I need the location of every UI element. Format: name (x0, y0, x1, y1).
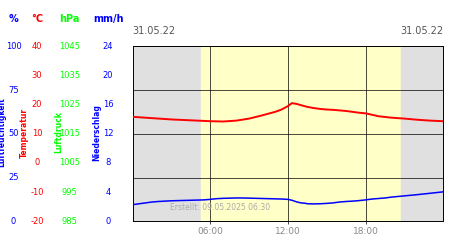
Text: 10: 10 (32, 129, 42, 138)
Text: Niederschlag: Niederschlag (92, 104, 101, 161)
Text: 20: 20 (32, 100, 42, 109)
Text: 0: 0 (34, 158, 40, 168)
Text: 985: 985 (62, 217, 78, 226)
Text: 16: 16 (103, 100, 113, 109)
Text: -20: -20 (30, 217, 44, 226)
Text: 50: 50 (8, 129, 19, 138)
Text: 30: 30 (32, 71, 42, 80)
Text: 0: 0 (105, 217, 111, 226)
Text: 31.05.22: 31.05.22 (133, 26, 176, 36)
Text: °C: °C (31, 14, 43, 24)
Text: 75: 75 (8, 86, 19, 94)
Text: 1005: 1005 (59, 158, 80, 168)
Text: 40: 40 (32, 42, 42, 51)
Text: 100: 100 (5, 42, 22, 51)
Text: Luftdruck: Luftdruck (54, 112, 63, 154)
Text: 25: 25 (8, 173, 19, 182)
Text: hPa: hPa (59, 14, 80, 24)
Text: 12: 12 (103, 129, 113, 138)
Bar (133, 46, 201, 221)
Text: %: % (9, 14, 18, 24)
Text: 1025: 1025 (59, 100, 80, 109)
Text: 995: 995 (62, 188, 77, 196)
Text: 31.05.22: 31.05.22 (400, 26, 443, 36)
Text: Luftfeuchtigkeit: Luftfeuchtigkeit (0, 98, 7, 168)
Text: 4: 4 (105, 188, 111, 196)
Text: 1045: 1045 (59, 42, 80, 51)
Text: 1015: 1015 (59, 129, 80, 138)
Text: Erstellt: 09.05.2025 06:30: Erstellt: 09.05.2025 06:30 (170, 204, 270, 212)
Text: 8: 8 (105, 158, 111, 168)
Text: 1035: 1035 (59, 71, 80, 80)
Text: 20: 20 (103, 71, 113, 80)
Text: 24: 24 (103, 42, 113, 51)
Text: mm/h: mm/h (93, 14, 123, 24)
Text: -10: -10 (30, 188, 44, 196)
Bar (400, 46, 443, 221)
Text: 0: 0 (11, 217, 16, 226)
Bar (201, 46, 400, 221)
Text: Temperatur: Temperatur (20, 108, 29, 158)
